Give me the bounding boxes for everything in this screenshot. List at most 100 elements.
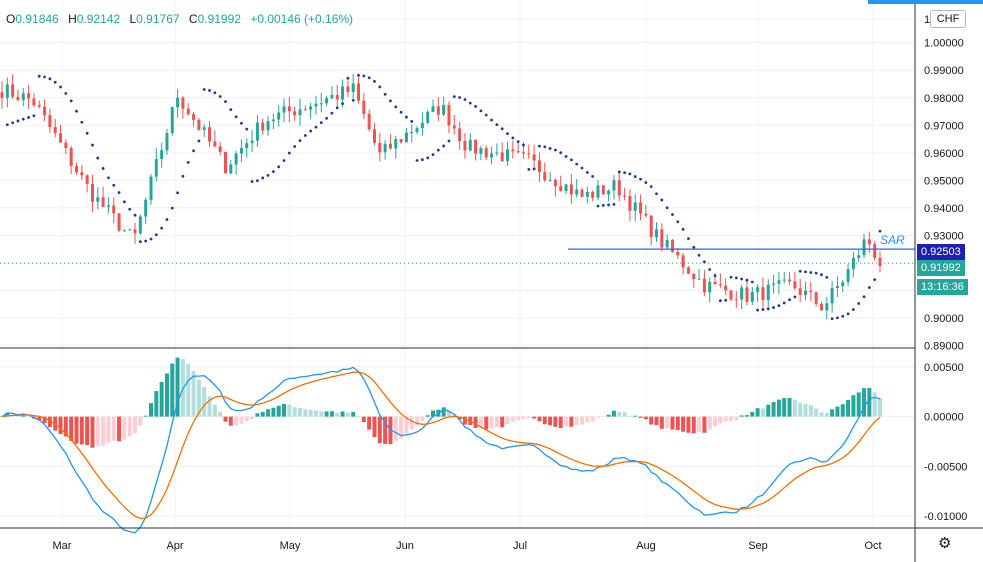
candle-body bbox=[862, 239, 866, 256]
candle-body bbox=[660, 229, 664, 248]
macd-hist-bar bbox=[755, 408, 760, 417]
candle-body bbox=[415, 128, 419, 133]
candle-body bbox=[351, 83, 355, 93]
candle-body bbox=[69, 148, 73, 167]
candle-body bbox=[138, 216, 142, 234]
sar-dots bbox=[5, 73, 882, 321]
macd-hist-bar bbox=[26, 416, 31, 418]
sar-dot bbox=[319, 121, 323, 125]
sar-dot bbox=[740, 277, 744, 281]
macd-hist-bar bbox=[202, 386, 207, 417]
macd-hist-bar bbox=[457, 416, 462, 420]
sar-dot bbox=[27, 116, 31, 119]
y-tick-label: 0.98000 bbox=[924, 93, 964, 105]
candle-body bbox=[553, 179, 557, 187]
sar-dot bbox=[580, 166, 584, 170]
sar-dot bbox=[591, 174, 595, 178]
sar-dot bbox=[830, 317, 834, 321]
y-tick-label: 0.90000 bbox=[924, 313, 964, 325]
macd-hist-bar bbox=[590, 416, 595, 422]
sar-dot bbox=[569, 158, 573, 162]
candle-body bbox=[43, 106, 47, 116]
macd-hist-bar bbox=[542, 416, 547, 425]
macd-hist-bar bbox=[521, 416, 526, 419]
sar-dot bbox=[543, 145, 547, 149]
sar-dot bbox=[585, 171, 589, 174]
sar-dot bbox=[814, 271, 818, 275]
candle-body bbox=[165, 133, 169, 151]
sar-dot bbox=[245, 127, 249, 131]
candle-body bbox=[255, 122, 259, 141]
candle-body bbox=[580, 189, 584, 197]
x-tick-label: May bbox=[280, 540, 301, 552]
sar-dot bbox=[37, 74, 41, 78]
sar-dot bbox=[804, 270, 807, 274]
candle-body bbox=[341, 86, 345, 100]
sar-dot bbox=[96, 156, 100, 160]
macd-hist-bar bbox=[718, 416, 723, 424]
sar-dot bbox=[11, 121, 15, 125]
macd-hist-bar bbox=[164, 373, 169, 417]
candle-body bbox=[208, 127, 212, 142]
macd-hist-bar bbox=[329, 411, 334, 417]
macd-hist-bar bbox=[659, 416, 664, 429]
sar-dot bbox=[846, 312, 850, 316]
low-value: 0.91767 bbox=[136, 12, 180, 26]
candle-body bbox=[410, 132, 414, 134]
macd-hist-bar bbox=[856, 392, 861, 417]
candle-body bbox=[527, 153, 531, 155]
macd-hist-bar bbox=[452, 414, 457, 417]
candle-body bbox=[154, 159, 158, 177]
candle-body bbox=[676, 251, 680, 256]
macd-hist-bar bbox=[553, 416, 558, 427]
macd-hist-bar bbox=[760, 408, 765, 417]
y-tick-label: 1.00000 bbox=[924, 38, 964, 50]
candle-body bbox=[846, 269, 850, 283]
sar-dot bbox=[181, 174, 185, 178]
gear-icon[interactable]: ⚙ bbox=[938, 535, 952, 552]
sar-indicator-label[interactable]: SAR bbox=[880, 233, 905, 247]
candle-body bbox=[692, 273, 696, 280]
macd-hist-bar bbox=[37, 416, 42, 421]
candle-body bbox=[458, 128, 462, 141]
change-value: +0.00146 (+0.16%) bbox=[250, 12, 354, 26]
candle-body bbox=[708, 281, 712, 293]
candle-body bbox=[628, 196, 632, 211]
candle-body bbox=[176, 97, 180, 108]
sar-dot bbox=[548, 147, 552, 150]
macd-hist-bar bbox=[798, 402, 803, 417]
macd-hist-bar bbox=[840, 404, 845, 417]
candle-body bbox=[521, 152, 525, 154]
candle-body bbox=[623, 195, 627, 197]
macd-hist-bar bbox=[670, 416, 675, 430]
macd-hist-bar bbox=[564, 416, 569, 427]
macd-hist-bar bbox=[505, 416, 510, 424]
macd-hist-bar bbox=[63, 416, 68, 437]
sar-dot bbox=[69, 99, 73, 103]
candle-body bbox=[53, 127, 57, 134]
macd-hist-bar bbox=[196, 379, 201, 417]
open-label: O bbox=[6, 12, 16, 26]
sar-dot bbox=[224, 100, 227, 104]
sar-dot bbox=[761, 308, 765, 311]
currency-button[interactable]: CHF bbox=[930, 10, 966, 28]
last-price-badge: 0.91992 bbox=[917, 260, 965, 276]
sar-dot bbox=[697, 253, 701, 257]
sar-dot bbox=[452, 95, 456, 99]
candle-body bbox=[713, 281, 717, 285]
sar-dot bbox=[117, 191, 121, 194]
ohlc-legend: O0.91846 H0.92142 L0.91767 C0.91992 +0.0… bbox=[6, 12, 359, 26]
candle-body bbox=[303, 109, 307, 111]
macd-hist-bar bbox=[170, 363, 175, 417]
macd-hist-bar bbox=[340, 411, 345, 417]
macd-hist-bar bbox=[377, 416, 382, 444]
macd-hist-bar bbox=[276, 405, 281, 417]
sar-dot bbox=[271, 170, 275, 174]
y-tick-label: 0.97000 bbox=[924, 120, 964, 132]
sar-dot bbox=[495, 123, 499, 127]
candle-body bbox=[394, 139, 398, 149]
candle-body bbox=[346, 86, 350, 93]
macd-hist-bar bbox=[361, 416, 366, 423]
